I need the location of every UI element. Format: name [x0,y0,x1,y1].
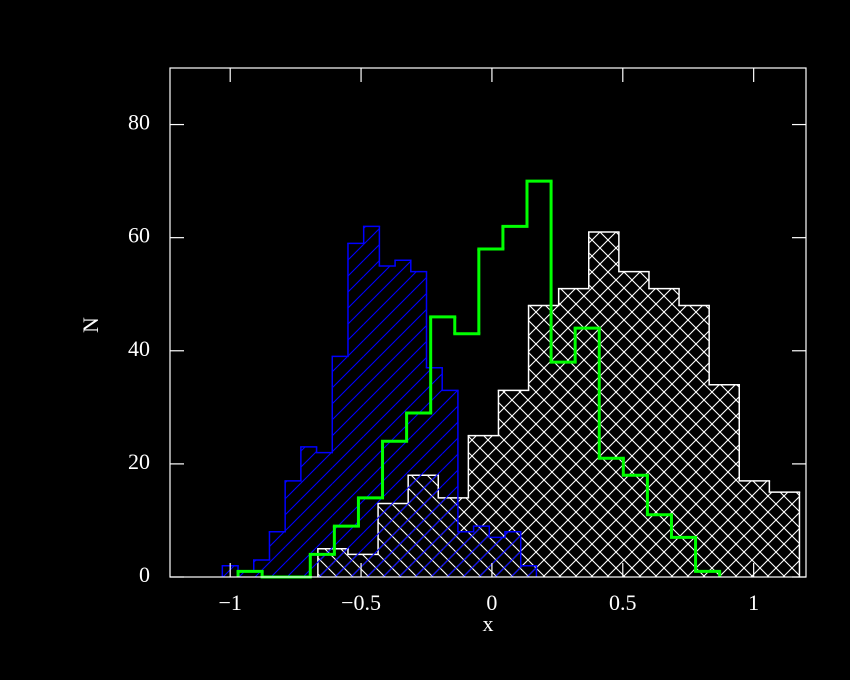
histogram-bar [238,571,254,577]
x-tick-label: 0.5 [609,590,637,615]
histogram-bar [269,531,286,577]
histogram-bar [489,537,506,577]
histogram-bar [332,356,348,577]
histogram-bar [473,526,490,577]
histogram-bar [442,390,458,577]
histogram-bar [347,243,364,578]
histogram-bar [739,480,770,577]
x-tick-label: −0.5 [341,590,381,615]
y-tick-label: 0 [139,562,150,587]
histogram-bar [285,480,301,577]
plot-frame [169,67,807,578]
histogram-bar [457,531,474,577]
y-tick-label: 60 [128,223,150,248]
y-tick-label: 20 [128,449,150,474]
histogram-bar [679,305,710,577]
x-tick-label: −1 [218,590,241,615]
x-tick-label: 0 [486,590,497,615]
y-tick-label: 40 [128,336,150,361]
histogram-bar [410,271,427,577]
y-axis-label: N [78,317,103,333]
histogram-bar [300,446,317,577]
histogram-bar [769,492,800,577]
histogram-bar [363,226,380,577]
histogram-bar [648,288,680,577]
histogram-bar [505,531,521,577]
histogram-bar [520,565,537,577]
histogram-bar [588,232,619,577]
histogram-bar [618,271,649,577]
histogram-bar [709,384,740,577]
x-axis-label: x [483,611,494,636]
histogram-bar [528,305,559,577]
histogram-bar [395,260,411,577]
histogram-bar [379,265,396,577]
x-tick-label: 1 [748,590,759,615]
histogram-bar [316,452,333,577]
histogram-bar [426,367,443,577]
y-tick-label: 80 [128,110,150,135]
